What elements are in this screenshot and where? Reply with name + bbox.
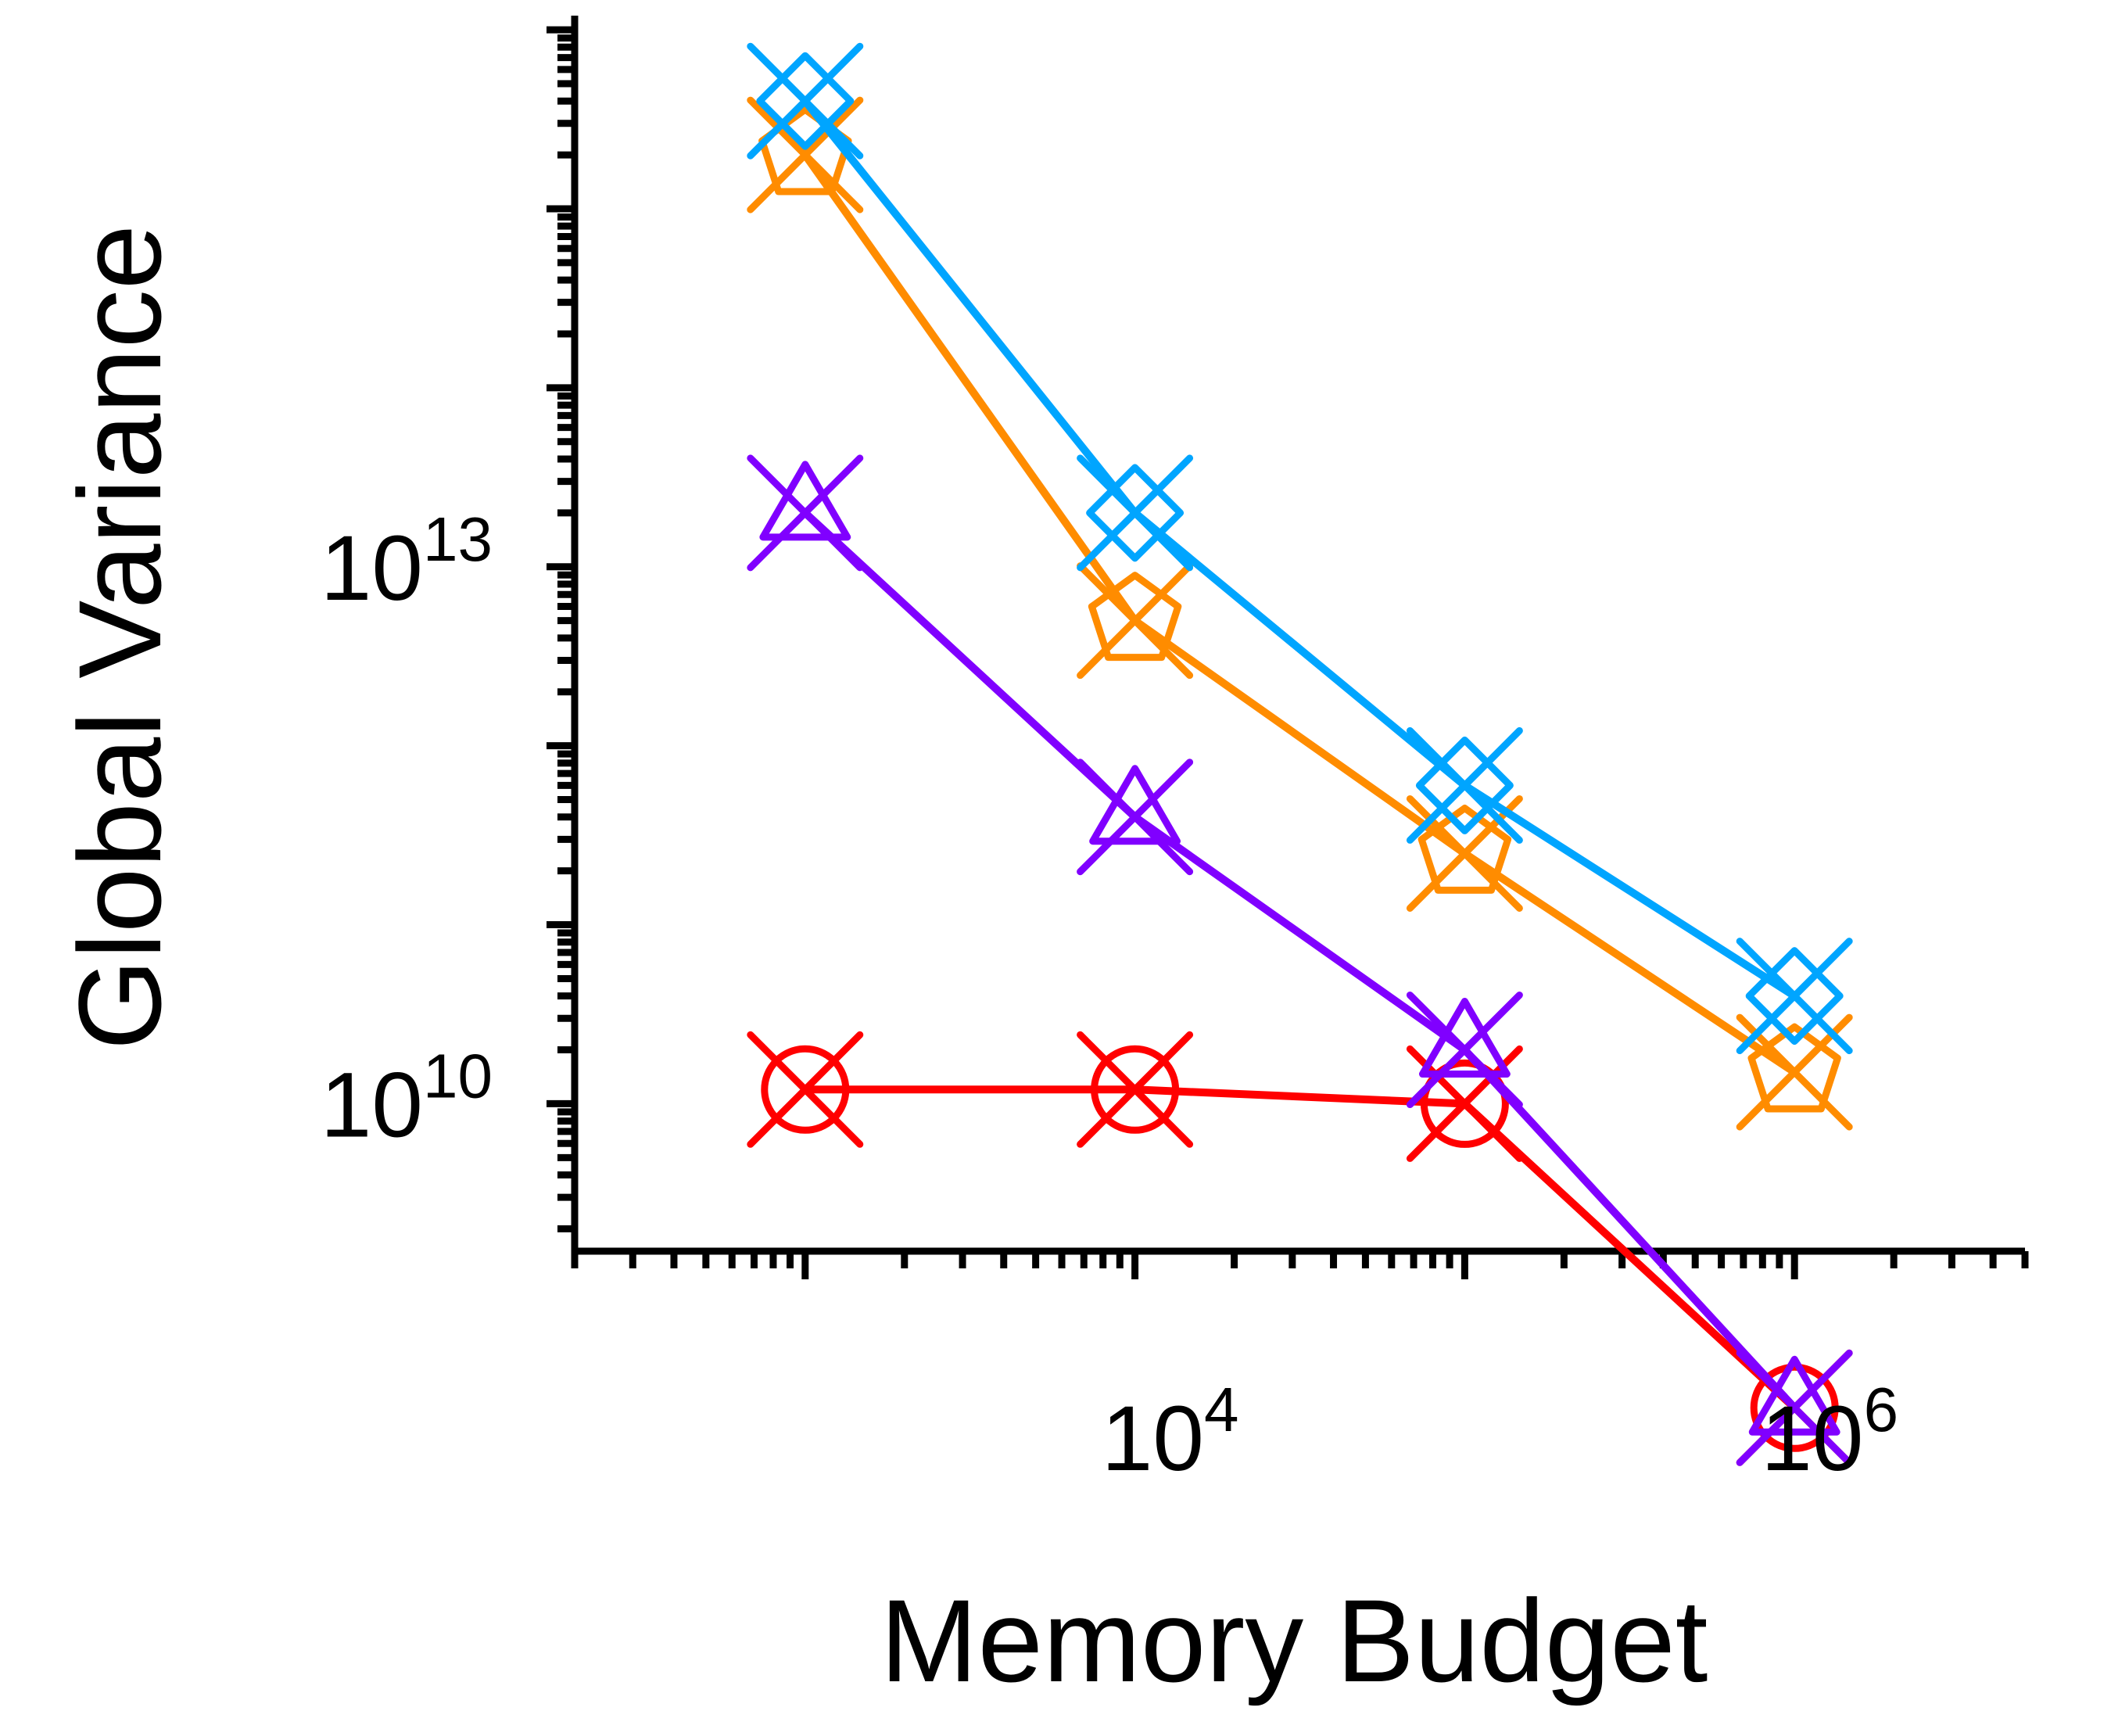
- series-3-marker-2-shape: [1420, 1059, 1509, 1148]
- series-0-marker-2-x2: [1406, 726, 1523, 844]
- series-2-marker-3-shape: [1748, 1355, 1840, 1436]
- series-0-marker-1-x2: [1077, 454, 1194, 572]
- series-1-point-2: [1406, 794, 1523, 912]
- axes: [547, 16, 2029, 1279]
- y-tick-label-1: 1013: [321, 504, 493, 620]
- y-tick-label-0: 1010: [321, 1041, 493, 1157]
- x-tick-label-1-exponent: 6: [1864, 1375, 1899, 1444]
- series-2-marker-2-x2: [1406, 992, 1523, 1109]
- series-2-line: [802, 510, 1797, 1411]
- series-3-marker-0-shape: [761, 1045, 850, 1134]
- series-0-marker-0-x2: [747, 42, 864, 160]
- series-3-marker-0-x2: [747, 1031, 864, 1148]
- series-3-point-1: [1077, 1031, 1194, 1148]
- series-3-marker-1-shape: [1091, 1045, 1180, 1134]
- series-0-point-3: [1736, 938, 1853, 1055]
- series-0: [747, 42, 1853, 1055]
- labels: Memory Budget Global Variance 1010101310…: [54, 224, 1898, 1706]
- series-1-line: [801, 152, 1797, 1076]
- series-2-marker-0-x2: [747, 454, 864, 572]
- series-3-point-0: [747, 1031, 864, 1148]
- y-tick-label-0-base: 10: [321, 1053, 423, 1157]
- series-1-marker-3-shape: [1747, 1023, 1841, 1113]
- series-0-marker-3-x2: [1736, 938, 1853, 1055]
- series-0-marker-0-shape: [756, 52, 855, 150]
- series-0-marker-2-shape: [1415, 736, 1514, 834]
- series-2-point-0: [747, 454, 864, 572]
- series-0-point-1: [1077, 454, 1194, 572]
- series-1-marker-0-x2: [747, 96, 864, 213]
- series-2-marker-1-shape: [1089, 765, 1181, 845]
- series-2-marker-0-shape: [759, 461, 851, 541]
- series-2: [747, 454, 1853, 1466]
- x-tick-label-0: 104: [1102, 1375, 1239, 1490]
- series-3-marker-1-x2: [1077, 1031, 1194, 1148]
- y-tick-label-1-base: 10: [321, 517, 423, 620]
- x-tick-label-1-base: 10: [1761, 1387, 1863, 1490]
- series-0-line: [801, 99, 1797, 999]
- x-tick-label-0-exponent: 4: [1204, 1375, 1239, 1444]
- series-2-marker-1-x2: [1077, 759, 1194, 876]
- series-1-point-1: [1077, 562, 1194, 680]
- series-3-marker-3-shape: [1750, 1363, 1839, 1452]
- y-tick-label-1-exponent: 13: [423, 504, 493, 574]
- series-1-marker-1-shape: [1088, 572, 1182, 662]
- x-tick-label-1: 106: [1761, 1375, 1898, 1490]
- series-layer: [747, 42, 1853, 1466]
- series-2-point-3: [1736, 1349, 1853, 1466]
- series-1-marker-1-x2: [1077, 562, 1194, 680]
- series-0-point-0: [747, 42, 864, 160]
- series-2-point-2: [1406, 992, 1523, 1109]
- series-2-point-1: [1077, 759, 1194, 876]
- y-axis-label: Global Variance: [54, 224, 185, 1050]
- series-3-line: [805, 1085, 1797, 1411]
- series-1-marker-2-shape: [1417, 805, 1512, 894]
- series-0-marker-1-shape: [1086, 464, 1185, 562]
- series-2-marker-3-x2: [1736, 1349, 1853, 1466]
- series-0-point-2: [1406, 726, 1523, 844]
- series-0-marker-3-shape: [1745, 947, 1844, 1046]
- x-axis-label: Memory Budget: [880, 1575, 1708, 1706]
- series-2-marker-2-shape: [1418, 998, 1511, 1078]
- y-tick-label-0-exponent: 10: [423, 1041, 493, 1110]
- x-tick-label-0-base: 10: [1102, 1387, 1204, 1490]
